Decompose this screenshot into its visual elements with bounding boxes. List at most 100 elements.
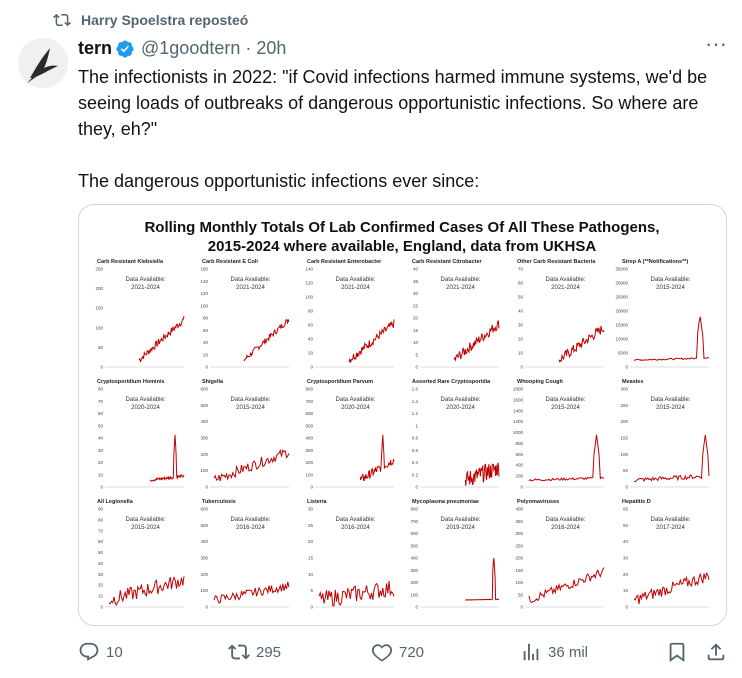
chart-panel: Strep A (**Notifications**) 35000 30000 250… bbox=[615, 259, 710, 370]
y-tick-label: 40 bbox=[518, 309, 524, 314]
chart-panel: Tuberculosis 600 500 400 300 200 100 0 Data Avai… bbox=[200, 499, 290, 610]
data-available-label: Data Available: bbox=[441, 277, 481, 283]
y-tick-label: 20 bbox=[623, 572, 629, 577]
y-tick-label: 500 bbox=[410, 543, 418, 548]
bookmark-button[interactable] bbox=[666, 641, 688, 663]
y-tick-label: 60 bbox=[98, 411, 104, 416]
y-tick-label: 50 bbox=[518, 295, 524, 300]
like-count: 720 bbox=[399, 643, 425, 661]
y-tick-label: 0 bbox=[415, 365, 418, 370]
y-tick-label: 200 bbox=[95, 286, 103, 291]
panel-title: Other Carb Resistant Bacteria bbox=[517, 259, 596, 265]
views-button[interactable]: 36 mil bbox=[520, 641, 588, 663]
panel-title: Tuberculosis bbox=[202, 499, 236, 505]
y-tick-label: 10 bbox=[623, 588, 629, 593]
data-available-years: 2015-2024 bbox=[131, 525, 160, 531]
figure-title-line1: Rolling Monthly Totals Of Lab Confirmed … bbox=[144, 219, 659, 236]
y-tick-label: 300 bbox=[620, 387, 628, 392]
y-tick-label: 200 bbox=[200, 452, 208, 457]
data-available-years: 2019-2024 bbox=[446, 525, 475, 531]
y-tick-label: 10 bbox=[308, 572, 314, 577]
data-available-label: Data Available: bbox=[441, 517, 481, 523]
y-tick-label: 400 bbox=[515, 507, 523, 512]
share-button[interactable] bbox=[705, 641, 727, 663]
y-tick-label: 0.6 bbox=[412, 448, 419, 453]
series-line bbox=[464, 462, 500, 486]
y-tick-label: 35000 bbox=[615, 267, 628, 272]
y-tick-label: 0 bbox=[625, 605, 628, 610]
repost-header: Harry Spoelstra reposteó bbox=[53, 11, 248, 29]
chart-panel: Other Carb Resistant Bacteria 70 60 50 40 30 2… bbox=[517, 259, 605, 370]
y-tick-label: 0 bbox=[415, 605, 418, 610]
reply-count: 10 bbox=[106, 643, 123, 661]
y-tick-label: 0 bbox=[100, 485, 103, 490]
like-button[interactable]: 720 bbox=[371, 641, 424, 663]
y-tick-label: 200 bbox=[515, 474, 523, 479]
y-tick-label: 50 bbox=[623, 468, 629, 473]
data-available-label: Data Available: bbox=[126, 277, 166, 283]
repost-text[interactable]: Harry Spoelstra reposteó bbox=[81, 12, 249, 28]
y-tick-label: 1400 bbox=[513, 408, 524, 413]
y-tick-label: 0 bbox=[205, 485, 208, 490]
verified-badge-icon bbox=[116, 39, 134, 58]
post-image[interactable]: Rolling Monthly Totals Of Lab Confirmed … bbox=[78, 204, 727, 626]
y-tick-label: 100 bbox=[200, 303, 208, 308]
chart-panel: Whooping Cough 1800 1600 1400 1200 1000 800 600… bbox=[513, 379, 605, 490]
y-tick-label: 0 bbox=[310, 365, 313, 370]
series-line bbox=[318, 580, 395, 607]
more-options-icon[interactable]: ··· bbox=[705, 31, 727, 56]
y-tick-label: 140 bbox=[305, 267, 313, 272]
author-handle[interactable]: @1goodtern bbox=[141, 38, 241, 58]
y-tick-label: 0 bbox=[310, 485, 313, 490]
y-tick-label: 80 bbox=[308, 309, 314, 314]
bird-avatar-icon bbox=[18, 38, 68, 88]
y-tick-label: 60 bbox=[203, 328, 209, 333]
series-line bbox=[213, 581, 290, 604]
y-tick-label: 500 bbox=[200, 523, 208, 528]
data-available-years: 2021-2024 bbox=[341, 285, 370, 291]
y-tick-label: 25000 bbox=[615, 295, 628, 300]
data-available-years: 2021-2024 bbox=[551, 285, 580, 291]
data-available-label: Data Available: bbox=[336, 277, 376, 283]
y-tick-label: 30 bbox=[413, 291, 419, 296]
y-tick-label: 600 bbox=[410, 531, 418, 536]
y-tick-label: 15 bbox=[413, 328, 419, 333]
action-bar: 10 295 720 36 mil bbox=[78, 641, 728, 669]
reply-button[interactable]: 10 bbox=[78, 641, 123, 663]
series-line bbox=[633, 572, 710, 605]
chart-panel: Shigella 600 500 400 300 200 100 0 Data Availabl… bbox=[200, 379, 290, 490]
y-tick-label: 700 bbox=[305, 399, 313, 404]
y-tick-label: 40 bbox=[98, 436, 104, 441]
y-tick-label: 30 bbox=[518, 323, 524, 328]
views-icon bbox=[523, 643, 539, 661]
repost-button[interactable]: 295 bbox=[228, 641, 281, 663]
panel-title: Strep A (**Notifications**) bbox=[622, 259, 688, 265]
y-tick-label: 40 bbox=[308, 337, 314, 342]
chart-panel: Listeria 30 25 20 15 10 5 0 Data Available: 2016-… bbox=[307, 499, 395, 610]
series-line bbox=[633, 316, 710, 362]
series-line bbox=[465, 557, 500, 601]
y-tick-label: 80 bbox=[203, 316, 209, 321]
y-tick-label: 50 bbox=[98, 550, 104, 555]
y-tick-label: 60 bbox=[623, 507, 629, 512]
y-tick-label: 200 bbox=[620, 419, 628, 424]
y-tick-label: 100 bbox=[200, 588, 208, 593]
y-tick-label: 500 bbox=[305, 423, 313, 428]
y-tick-label: 0 bbox=[100, 605, 103, 610]
y-tick-label: 800 bbox=[515, 441, 523, 446]
repost-count: 295 bbox=[256, 643, 282, 661]
data-available-years: 2021-2024 bbox=[131, 285, 160, 291]
post-time[interactable]: 20h bbox=[256, 38, 287, 58]
panel-title: Carb Resistant Citrobacter bbox=[412, 259, 483, 265]
y-tick-label: 250 bbox=[515, 543, 523, 548]
data-available-label: Data Available: bbox=[651, 397, 691, 403]
data-available-years: 2017-2024 bbox=[656, 525, 685, 531]
y-tick-label: 10 bbox=[518, 351, 524, 356]
y-tick-label: 400 bbox=[305, 436, 313, 441]
chart-panel: All Legionella 90 80 70 60 50 40 30 20 10 0 Data Av… bbox=[97, 499, 185, 610]
chart-panel: Polyomaviruses 400 350 300 250 200 150 100 50 0 Da… bbox=[515, 499, 605, 610]
author-name[interactable]: tern bbox=[78, 38, 113, 58]
data-available-years: 2016-2024 bbox=[341, 525, 370, 531]
series-line bbox=[558, 325, 605, 363]
author-avatar[interactable] bbox=[18, 38, 68, 88]
